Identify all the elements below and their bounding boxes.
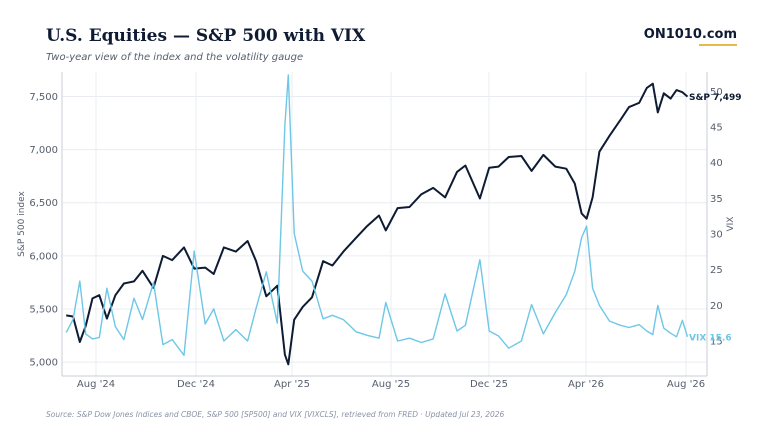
series-lines (65, 74, 689, 366)
y-right-tick-label: 25 (710, 265, 723, 276)
y-right-tick-label: 35 (710, 194, 723, 205)
chart-labels: S&P 7,499 VIX 15.6 (689, 93, 742, 343)
vix-end-label: VIX 15.6 (689, 333, 732, 343)
y-left-tick-label: 5,000 (29, 358, 58, 369)
y-left-axis-label: S&P 500 index (17, 190, 27, 256)
y-right-tick-label: 45 (710, 122, 723, 133)
y-right-tick-label: 15 (710, 337, 723, 348)
vix-series-line (65, 74, 689, 356)
x-tick-label: Apr '25 (274, 379, 310, 390)
y-right-tick-label: 50 (710, 87, 723, 98)
y-left-tick-label: 7,500 (29, 92, 58, 103)
y-left-tick-label: 6,500 (29, 198, 58, 209)
x-tick-label: Dec '24 (177, 379, 215, 390)
y-right-axis-label: VIX (726, 217, 736, 232)
axes: 5,000 5,500 6,000 6,500 7,000 7,500 Aug '24 Dec… (17, 72, 736, 390)
chart-subtitle: Two-year view of the index and the volat… (46, 52, 304, 63)
x-tick-label: Aug '26 (667, 379, 705, 390)
grid-lines (62, 72, 707, 376)
y-right-tick-label: 40 (710, 158, 723, 169)
x-tick-label: Apr '26 (568, 379, 604, 390)
x-tick-label: Aug '25 (372, 379, 410, 390)
y-right-tick-label: 20 (710, 301, 723, 312)
x-tick-label: Aug '24 (77, 379, 115, 390)
source-note: Source: S&P Dow Jones Indices and CBOE, … (46, 410, 505, 419)
y-left-tick-label: 6,000 (29, 251, 58, 262)
brand-underline (699, 44, 737, 46)
y-right-tick-label: 30 (710, 229, 723, 240)
chart-title: U.S. Equities — S&P 500 with VIX (46, 26, 366, 46)
x-tick-label: Dec '25 (470, 379, 508, 390)
brand-logo-text[interactable]: ON1010.com (643, 27, 737, 42)
y-left-tick-label: 7,000 (29, 145, 58, 156)
spx-end-label: S&P 7,499 (689, 93, 742, 103)
spx-series-line (66, 82, 689, 366)
y-left-tick-label: 5,500 (29, 305, 58, 316)
